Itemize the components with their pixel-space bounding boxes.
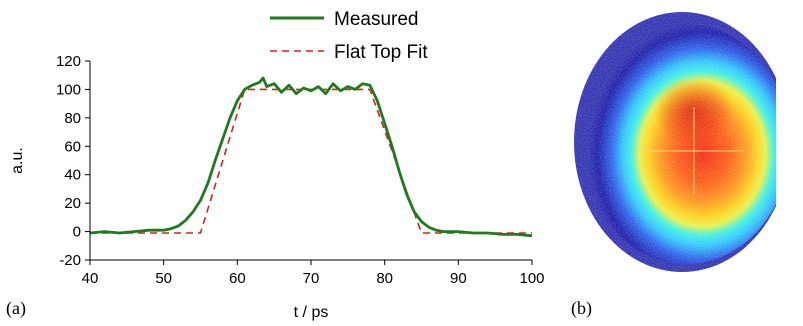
y-tick-label: 100: [56, 81, 81, 98]
beam-profile-image: [566, 2, 776, 272]
y-tick-label: 40: [64, 167, 81, 184]
chart-axes: -20 0 20 40 60 80 100 120 40 50 60 70 80 90 100: [56, 53, 545, 287]
series-line-fit: [90, 88, 532, 234]
y-axis-title: a.u.: [9, 147, 26, 174]
y-tick-label: 120: [56, 53, 81, 70]
panel-label-b: (b): [571, 298, 592, 318]
x-tick-label: 70: [303, 270, 320, 287]
legend-label: Flat Top Fit: [334, 42, 428, 63]
x-tick-label: 60: [229, 270, 246, 287]
series-line-measured: [89, 76, 533, 238]
y-tick-label: 80: [64, 110, 81, 127]
x-tick-label: 100: [519, 270, 544, 287]
y-tick-label: 20: [64, 195, 81, 212]
y-tick-label: 0: [73, 224, 81, 241]
x-tick-label: 90: [450, 270, 467, 287]
plot-area: [89, 76, 533, 238]
x-tick-label: 80: [376, 270, 393, 287]
x-tick-label: 50: [155, 270, 172, 287]
panel-label-a: (a): [6, 298, 26, 318]
y-tick-label: 60: [64, 138, 81, 155]
line-chart: Measured Flat Top Fit -20 0 20 40 60 80 100 120 4…: [9, 9, 545, 321]
x-tick-label: 40: [82, 270, 99, 287]
y-tick-label: -20: [59, 252, 81, 269]
beam-speckle-overlay: [566, 2, 776, 272]
legend-label: Measured: [334, 9, 419, 30]
chart-legend: Measured Flat Top Fit: [270, 9, 428, 63]
x-axis-title: t / ps: [294, 304, 329, 321]
